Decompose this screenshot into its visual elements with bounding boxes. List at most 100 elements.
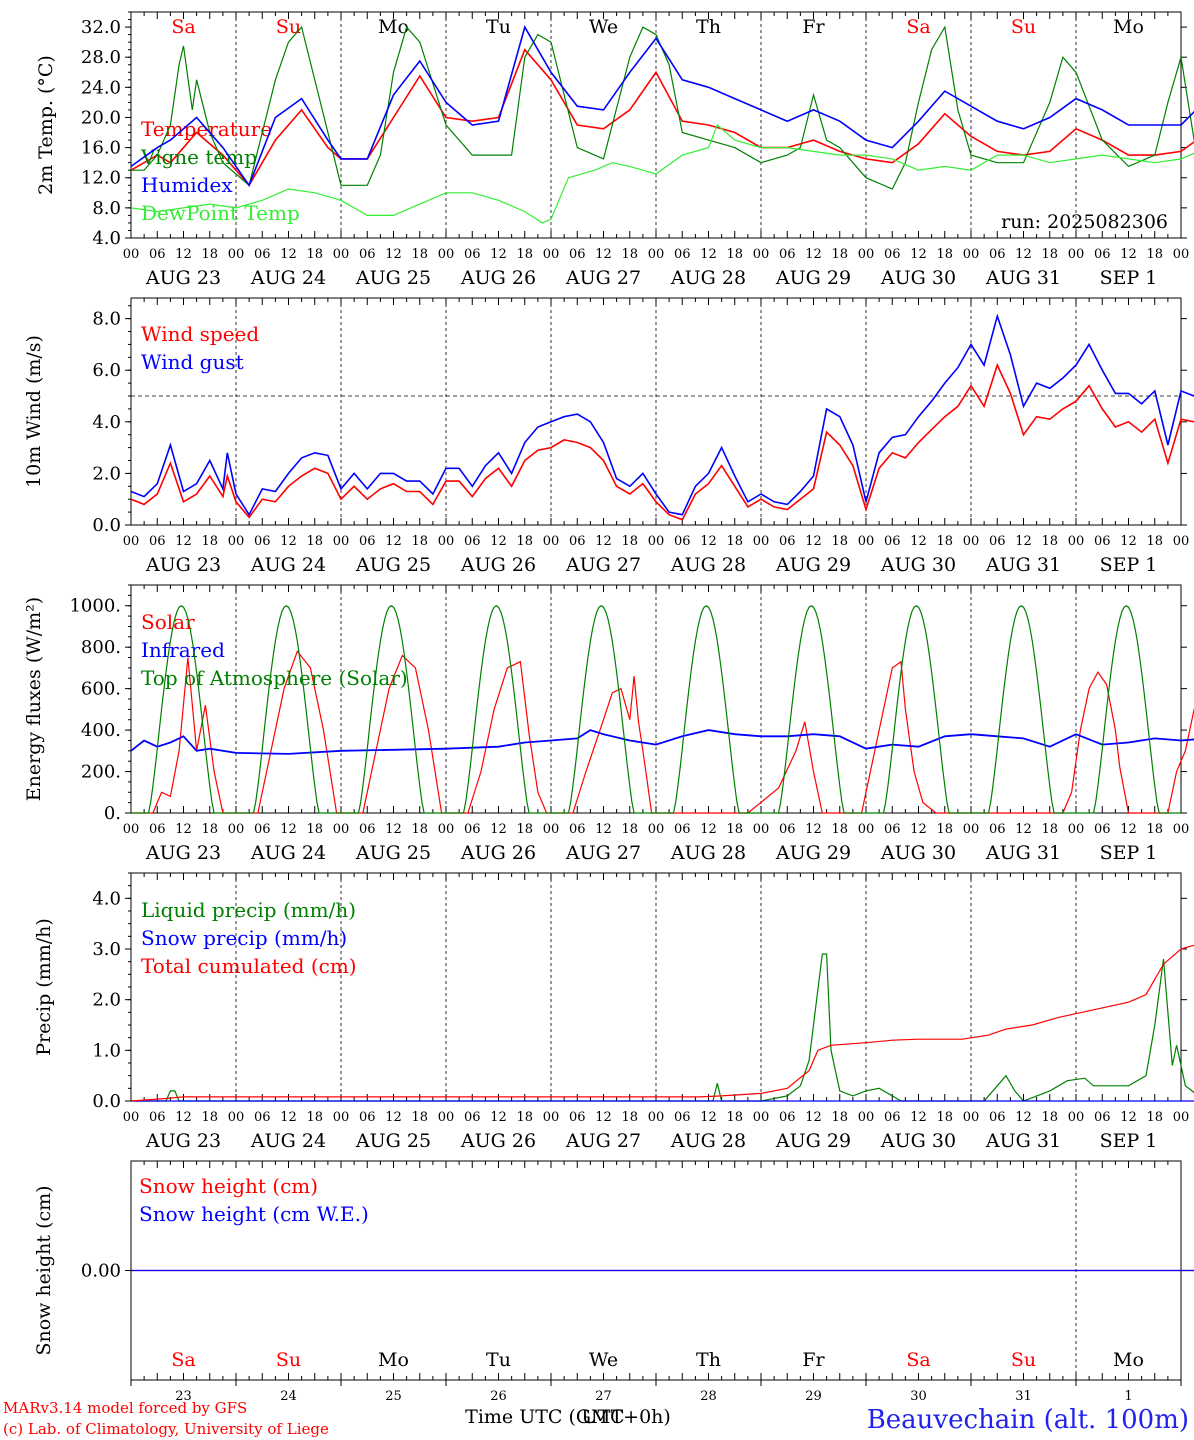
day-number: 25 [385,1389,402,1404]
date-label: AUG 23 [145,554,221,576]
hour-tick-label: 06 [884,534,901,549]
hour-tick-label: 18 [201,534,218,549]
hour-tick-label: 12 [805,534,822,549]
hour-tick-label: 00 [438,534,455,549]
hour-tick-label: 06 [464,1110,481,1125]
hour-tick-label: 18 [306,247,323,262]
hour-tick-label: 12 [280,1110,297,1125]
date-label: AUG 30 [880,554,956,576]
legend-entry: Top of Atmosphere (Solar) [141,666,408,690]
hour-tick-label: 00 [123,247,140,262]
series-line [130,362,1194,521]
date-label: AUG 23 [145,1130,221,1152]
hour-tick-label: 00 [648,247,665,262]
hour-tick-label: 00 [858,822,875,837]
legend-entry: Wind speed [141,322,259,346]
day-number: 23 [175,1389,192,1404]
run-label: run: 2025082306 [1001,211,1168,233]
hour-tick-label: 12 [595,822,612,837]
date-label: AUG 25 [355,1130,431,1152]
day-name: We [589,1349,618,1371]
hour-tick-label: 12 [175,1110,192,1125]
y-tick-label: 0.0 [92,515,121,536]
hour-tick-label: 00 [963,247,980,262]
legend-entry: Total cumulated (cm) [141,954,357,978]
date-label: AUG 27 [565,842,641,864]
date-label: AUG 27 [565,554,641,576]
day-name: Mo [378,16,409,38]
hour-tick-label: 18 [1041,822,1058,837]
y-tick-label: 8.0 [92,309,121,330]
y-tick-label: 3.0 [92,939,121,960]
y-tick-label: 1000. [69,596,121,617]
hour-tick-label: 12 [700,534,717,549]
legend-entry: Humidex [141,173,233,197]
hour-tick-label: 06 [989,1110,1006,1125]
hour-tick-label: 12 [1015,247,1032,262]
hour-tick-label: 18 [726,1110,743,1125]
hour-tick-label: 18 [201,1110,218,1125]
hour-tick-label: 12 [700,822,717,837]
legend-entry: Snow height (cm) [139,1174,318,1198]
hour-tick-label: 18 [936,534,953,549]
hour-tick-label: 18 [621,1110,638,1125]
series-line [131,25,1194,190]
series-line [130,25,1194,187]
hour-tick-label: 12 [910,247,927,262]
hour-tick-label: 00 [438,822,455,837]
hour-tick-label: 06 [989,247,1006,262]
hour-tick-label: 12 [910,822,927,837]
date-label: AUG 25 [355,267,431,289]
date-label: AUG 30 [880,842,956,864]
day-name: Tu [486,16,511,38]
day-name: Sa [171,1349,195,1371]
hour-tick-label: 18 [411,247,428,262]
hour-tick-label: 12 [490,822,507,837]
copyright-credit: (c) Lab. of Climatology, University of L… [3,1420,329,1438]
hour-tick-label: 18 [201,822,218,837]
hour-tick-label: 12 [385,247,402,262]
hour-tick-label: 00 [858,534,875,549]
hour-tick-label: 18 [936,1110,953,1125]
date-label: AUG 27 [565,1130,641,1152]
series-line [131,604,1181,814]
hour-tick-label: 00 [753,822,770,837]
y-tick-label: 6.0 [92,360,121,381]
hour-tick-label: 18 [1146,1110,1163,1125]
day-name: Fr [802,1349,825,1371]
hour-tick-label: 00 [1068,534,1085,549]
hour-tick-label: 00 [228,822,245,837]
date-label: AUG 25 [355,842,431,864]
hour-tick-label: 12 [700,247,717,262]
y-tick-label: 2.0 [92,990,121,1011]
hour-tick-label: 18 [621,822,638,837]
date-label: SEP 1 [1100,267,1158,289]
date-label: AUG 31 [985,842,1061,864]
hour-tick-label: 12 [910,534,927,549]
y-tick-label: 32.0 [81,17,121,38]
date-label: AUG 27 [565,267,641,289]
date-label: AUG 31 [985,554,1061,576]
hour-tick-label: 06 [464,822,481,837]
day-name: Mo [1113,16,1144,38]
hour-tick-label: 06 [989,534,1006,549]
hour-tick-label: 18 [201,247,218,262]
hour-tick-label: 06 [779,247,796,262]
hour-tick-label: 00 [228,1110,245,1125]
date-label: AUG 29 [775,1130,851,1152]
y-tick-label: 28.0 [81,47,121,68]
hour-tick-label: 18 [1146,822,1163,837]
hour-tick-label: 18 [306,822,323,837]
y-tick-label: 600. [81,679,121,700]
hour-tick-label: 12 [490,1110,507,1125]
hour-tick-label: 18 [831,822,848,837]
day-name: Su [1011,1349,1036,1371]
hour-tick-label: 06 [779,1110,796,1125]
y-tick-label: 4.0 [92,888,121,909]
date-label: AUG 26 [460,267,536,289]
y-tick-label: 20.0 [81,107,121,128]
hour-tick-label: 00 [858,1110,875,1125]
hour-tick-label: 00 [543,822,560,837]
hour-tick-label: 12 [805,1110,822,1125]
legend-entry: Liquid precip (mm/h) [141,898,356,922]
